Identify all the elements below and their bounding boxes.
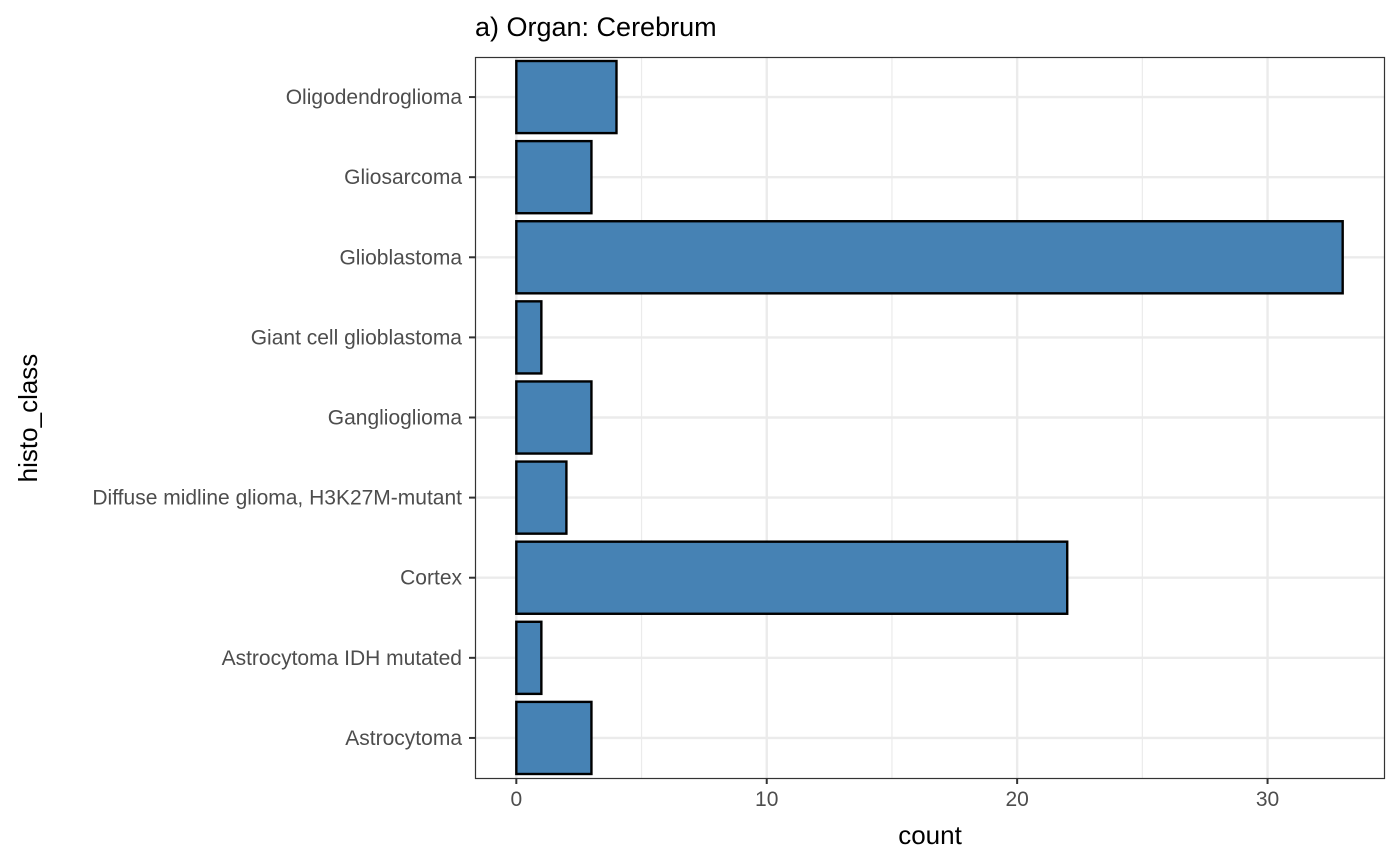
bar: [515, 460, 568, 535]
y-tick-label: Diffuse midline glioma, H3K27M-mutant: [92, 487, 462, 510]
y-tick-label: Ganglioglioma: [328, 407, 463, 430]
y-axis-ticks: Astrocytoma Astrocytoma IDH mutated Cortex…: [92, 86, 475, 750]
x-tick-label: 30: [1256, 788, 1279, 811]
y-tick-label: Gliosarcoma: [344, 166, 462, 189]
bar: [515, 139, 593, 215]
bar: [515, 700, 593, 776]
bar: [515, 59, 618, 135]
x-axis-ticks: 0 10 20 30: [510, 778, 1279, 811]
chart-title: a) Organ: Cerebrum: [475, 12, 717, 42]
y-tick-label: Oligodendroglioma: [286, 86, 463, 109]
bar: [515, 380, 593, 455]
bar: [515, 620, 543, 696]
y-tick-label: Glioblastoma: [339, 246, 462, 269]
y-tick-label: Astrocytoma: [345, 727, 462, 750]
y-tick-label: Giant cell glioblastoma: [251, 326, 463, 349]
x-tick-label: 0: [510, 788, 522, 811]
x-axis-label: count: [898, 820, 962, 850]
bar: [515, 540, 1069, 615]
plot-panel-border: [474, 56, 1386, 780]
bar: [515, 220, 1344, 295]
y-tick-label: Astrocytoma IDH mutated: [222, 647, 462, 670]
bar: [515, 300, 543, 375]
bars: [515, 59, 1344, 776]
y-axis-label: histo_class: [13, 354, 43, 483]
x-tick-label: 10: [755, 788, 778, 811]
x-tick-label: 20: [1005, 788, 1028, 811]
y-tick-label: Cortex: [400, 567, 462, 590]
